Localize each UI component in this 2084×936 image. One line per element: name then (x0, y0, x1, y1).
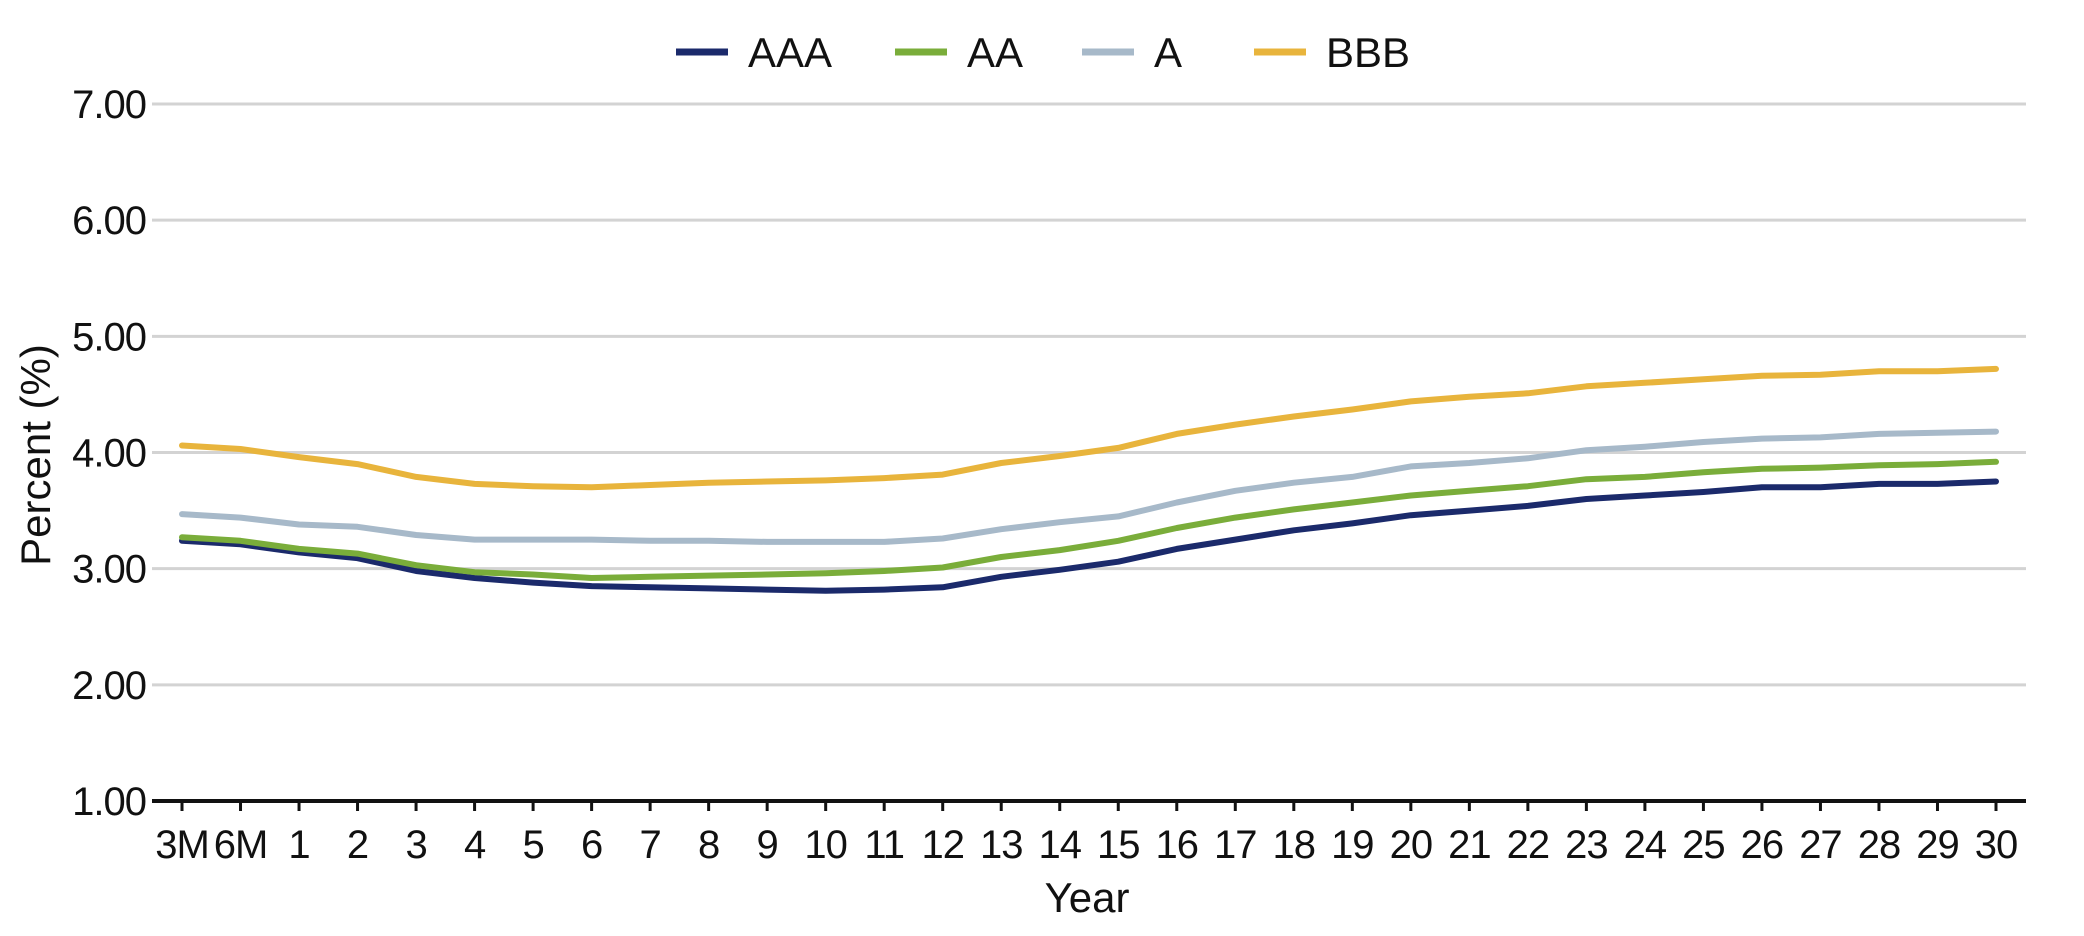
x-tick-label: 30 (1975, 823, 2018, 867)
legend-item-a: A (1082, 29, 1182, 76)
x-tick-label: 16 (1156, 823, 1199, 867)
x-tick-label: 22 (1507, 823, 1550, 867)
legend-label: AA (967, 29, 1023, 76)
x-tick-label: 5 (522, 823, 543, 867)
series-layer (179, 365, 1999, 594)
series-line-a (179, 428, 1999, 545)
y-tick-label: 2.00 (72, 664, 146, 708)
x-tick-label: 12 (921, 823, 964, 867)
x-tick-label: 26 (1741, 823, 1784, 867)
x-tick-label: 23 (1565, 823, 1608, 867)
x-tick-label: 8 (698, 823, 719, 867)
x-tick-label: 10 (804, 823, 847, 867)
y-axis-label: Percent (%) (12, 344, 59, 566)
x-axis-label: Year (1045, 874, 1130, 921)
x-tick-label: 7 (640, 823, 661, 867)
x-tick-label: 28 (1858, 823, 1901, 867)
x-tick-label: 29 (1916, 823, 1959, 867)
x-tick-label: 13 (980, 823, 1023, 867)
legend-label: AAA (748, 29, 832, 76)
x-tick-label: 25 (1682, 823, 1725, 867)
y-tick-label: 3.00 (72, 548, 146, 592)
y-tick-label: 6.00 (72, 199, 146, 243)
x-tick-label: 14 (1038, 823, 1081, 867)
x-tick-label: 9 (757, 823, 778, 867)
x-tick-label: 15 (1097, 823, 1140, 867)
y-tick-label: 1.00 (72, 780, 146, 824)
grid-layer (152, 102, 2026, 687)
x-tick-label: 3M (155, 823, 209, 867)
x-tick-label: 6 (581, 823, 602, 867)
x-tick-label: 3 (405, 823, 426, 867)
legend-item-aa: AA (895, 29, 1023, 76)
x-tick-label: 1 (288, 823, 309, 867)
x-tick-label: 24 (1624, 823, 1667, 867)
x-tick-label: 27 (1799, 823, 1842, 867)
series-line-aaa (179, 478, 1999, 594)
y-tick-label: 7.00 (72, 83, 146, 127)
series-line-aa (179, 458, 1999, 581)
x-tick-label: 11 (864, 823, 904, 867)
y-tick-label: 5.00 (72, 315, 146, 359)
legend-label: A (1154, 29, 1182, 76)
legend-item-aaa: AAA (676, 29, 832, 76)
x-tick-label: 20 (1390, 823, 1433, 867)
x-tick-label: 2 (347, 823, 368, 867)
y-tick-label: 4.00 (72, 432, 146, 476)
x-tick-label: 19 (1331, 823, 1374, 867)
x-tick-label: 4 (464, 823, 486, 867)
x-tick-label: 21 (1448, 823, 1491, 867)
legend-item-bbb: BBB (1254, 29, 1410, 76)
x-tick-label: 18 (1273, 823, 1316, 867)
series-line-bbb (179, 365, 1999, 491)
x-tick-label: 17 (1214, 823, 1257, 867)
legend: AAA AA A BBB (676, 29, 1410, 76)
x-tick-label: 6M (214, 823, 268, 867)
legend-label: BBB (1326, 29, 1410, 76)
